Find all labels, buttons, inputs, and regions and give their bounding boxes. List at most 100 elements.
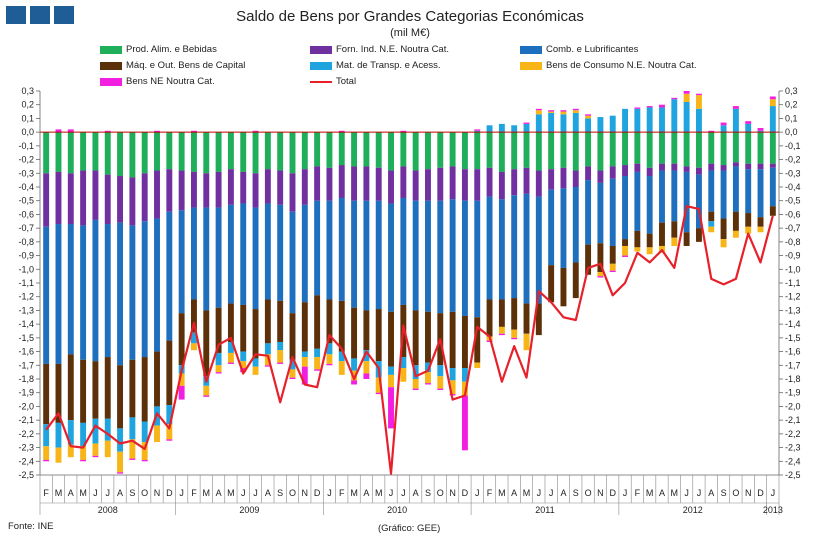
bar-segment <box>646 167 653 177</box>
logo-block <box>6 6 26 24</box>
bar-segment <box>363 166 370 201</box>
bar-segment <box>412 170 419 201</box>
x-tick-label: D <box>462 488 469 498</box>
y-tick-label-right: -0,4 <box>785 182 801 192</box>
x-tick-label: F <box>487 488 493 498</box>
x-tick-label: J <box>389 488 394 498</box>
legend-item-bens-ne: Bens NE Noutra Cat. <box>100 76 215 87</box>
bar-segment <box>634 247 641 252</box>
bar-segment <box>215 307 222 353</box>
x-tick-label: F <box>191 488 197 498</box>
bar-segment <box>203 132 210 174</box>
y-tick-label-right: -2,1 <box>785 415 801 425</box>
bar-segment <box>215 365 222 373</box>
bar-segment <box>388 170 394 204</box>
bar-segment <box>289 359 296 370</box>
x-tick-label: D <box>166 488 173 498</box>
bar-segment <box>609 178 616 246</box>
bar-segment <box>695 108 702 133</box>
bar-segment <box>609 245 616 264</box>
bar-segment <box>104 224 111 358</box>
bar-segment <box>154 130 160 133</box>
bar-segment <box>486 132 493 168</box>
bar-segment <box>732 106 739 109</box>
x-tick-label: A <box>659 488 665 498</box>
bar-segment <box>585 166 592 181</box>
bar-segment <box>264 299 271 344</box>
y-tick-label-left: -2,1 <box>18 415 34 425</box>
x-year-label: 2010 <box>387 505 407 515</box>
bar-segment <box>622 255 628 257</box>
bar-segment <box>708 221 715 227</box>
y-tick-label-right: -0,8 <box>785 237 801 247</box>
bar-segment <box>769 132 776 164</box>
bar-segment <box>351 307 358 359</box>
bar-segment <box>572 170 579 187</box>
bar-segment <box>215 352 222 366</box>
bar-segment <box>671 237 678 246</box>
bar-segment <box>80 225 87 360</box>
bar-segment <box>745 226 752 234</box>
bar-segment <box>166 211 173 341</box>
bar-segment <box>560 110 567 112</box>
bar-segment <box>289 211 296 314</box>
bar-segment <box>314 348 321 358</box>
bar-segment <box>166 132 173 170</box>
y-tick-label-right: -1,6 <box>785 347 801 357</box>
bar-segment <box>474 362 481 369</box>
bar-segment <box>215 372 222 374</box>
bar-segment <box>732 108 739 133</box>
bar-segment <box>351 132 358 167</box>
bar-segment <box>769 96 776 100</box>
bar-segment <box>388 387 394 429</box>
gee-logo <box>6 6 74 24</box>
y-tick-label-right: -1,9 <box>785 388 801 398</box>
bar-segment <box>351 370 358 381</box>
x-tick-label: J <box>475 488 480 498</box>
x-tick-label: N <box>154 488 161 498</box>
bar-segment <box>363 200 370 311</box>
x-tick-label: M <box>498 488 506 498</box>
bar-segment <box>227 132 234 170</box>
bar-segment <box>646 132 653 168</box>
bar-segment <box>240 368 247 373</box>
bar-segment <box>659 163 665 171</box>
x-tick-label: J <box>623 488 628 498</box>
y-tick-label-right: 0,1 <box>785 113 798 123</box>
bar-segment <box>141 459 148 462</box>
bar-segment <box>338 132 345 166</box>
bar-segment <box>437 200 444 314</box>
y-tick-label-right: -0,7 <box>785 223 801 233</box>
legend-label: Total <box>336 76 357 87</box>
bar-segment <box>474 169 481 201</box>
bar-segment <box>745 213 752 227</box>
bar-segment <box>720 122 727 126</box>
x-tick-label: A <box>560 488 566 498</box>
bar-segment <box>572 262 579 299</box>
bar-segment <box>400 166 407 198</box>
y-tick-label-right: 0,2 <box>785 100 798 110</box>
bar-segment <box>277 350 284 363</box>
bar-segment <box>769 167 776 207</box>
x-year-label: 2008 <box>98 505 118 515</box>
bar-segment <box>375 167 382 201</box>
bar-segment <box>338 351 345 362</box>
bar-segment <box>43 459 50 462</box>
bar-segment <box>535 170 542 197</box>
bar-segment <box>92 418 99 444</box>
bar-segment <box>449 311 456 369</box>
bar-segment <box>141 357 148 422</box>
x-tick-label: A <box>117 488 123 498</box>
bar-segment <box>708 226 715 233</box>
x-tick-label: J <box>771 488 776 498</box>
bar-segment <box>166 405 173 425</box>
bar-segment <box>745 123 752 133</box>
bar-segment <box>437 167 444 201</box>
bar-segment <box>117 222 124 366</box>
legend-label: Comb. e Lubrificantes <box>546 44 639 55</box>
legend-item-mat-transp: Mat. de Transp. e Acess. <box>310 60 441 71</box>
x-tick-label: M <box>227 488 235 498</box>
bar-segment <box>671 132 678 164</box>
bar-segment <box>166 424 173 440</box>
bar-segment <box>363 350 370 362</box>
